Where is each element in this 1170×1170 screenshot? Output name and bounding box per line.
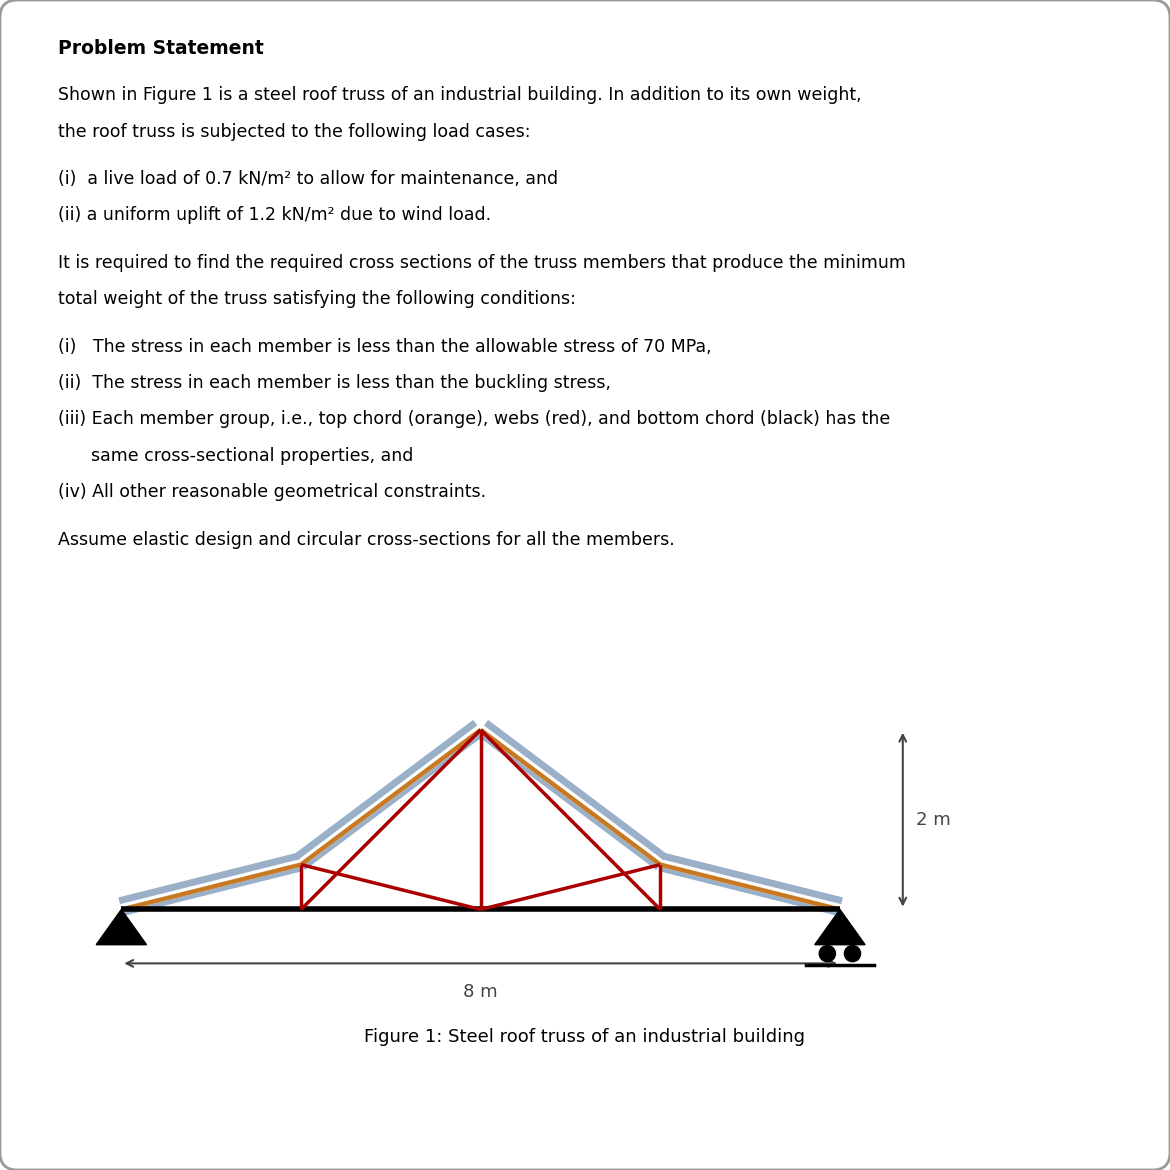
Text: 2 m: 2 m [916,811,951,828]
Text: (ii)  The stress in each member is less than the buckling stress,: (ii) The stress in each member is less t… [58,374,612,392]
Text: (i)   The stress in each member is less than the allowable stress of 70 MPa,: (i) The stress in each member is less th… [58,338,713,356]
Text: total weight of the truss satisfying the following conditions:: total weight of the truss satisfying the… [58,290,577,308]
Text: (iii) Each member group, i.e., top chord (orange), webs (red), and bottom chord : (iii) Each member group, i.e., top chord… [58,411,890,428]
Text: Problem Statement: Problem Statement [58,39,264,57]
Text: Shown in Figure 1 is a steel roof truss of an industrial building. In addition t: Shown in Figure 1 is a steel roof truss … [58,87,862,104]
Text: (ii) a uniform uplift of 1.2 kN/m² due to wind load.: (ii) a uniform uplift of 1.2 kN/m² due t… [58,206,491,225]
Text: Assume elastic design and circular cross-sections for all the members.: Assume elastic design and circular cross… [58,531,675,549]
Text: Figure 1: Steel roof truss of an industrial building: Figure 1: Steel roof truss of an industr… [365,1027,805,1046]
Text: It is required to find the required cross sections of the truss members that pro: It is required to find the required cros… [58,254,907,271]
Polygon shape [96,909,146,944]
Text: same cross-sectional properties, and: same cross-sectional properties, and [58,447,414,464]
Text: 8 m: 8 m [463,983,498,1002]
Text: (iv) All other reasonable geometrical constraints.: (iv) All other reasonable geometrical co… [58,483,487,501]
Text: (i)  a live load of 0.7 kN/m² to allow for maintenance, and: (i) a live load of 0.7 kN/m² to allow fo… [58,170,558,188]
Text: the roof truss is subjected to the following load cases:: the roof truss is subjected to the follo… [58,123,531,140]
Polygon shape [814,909,865,944]
Circle shape [819,945,835,962]
Circle shape [845,945,861,962]
